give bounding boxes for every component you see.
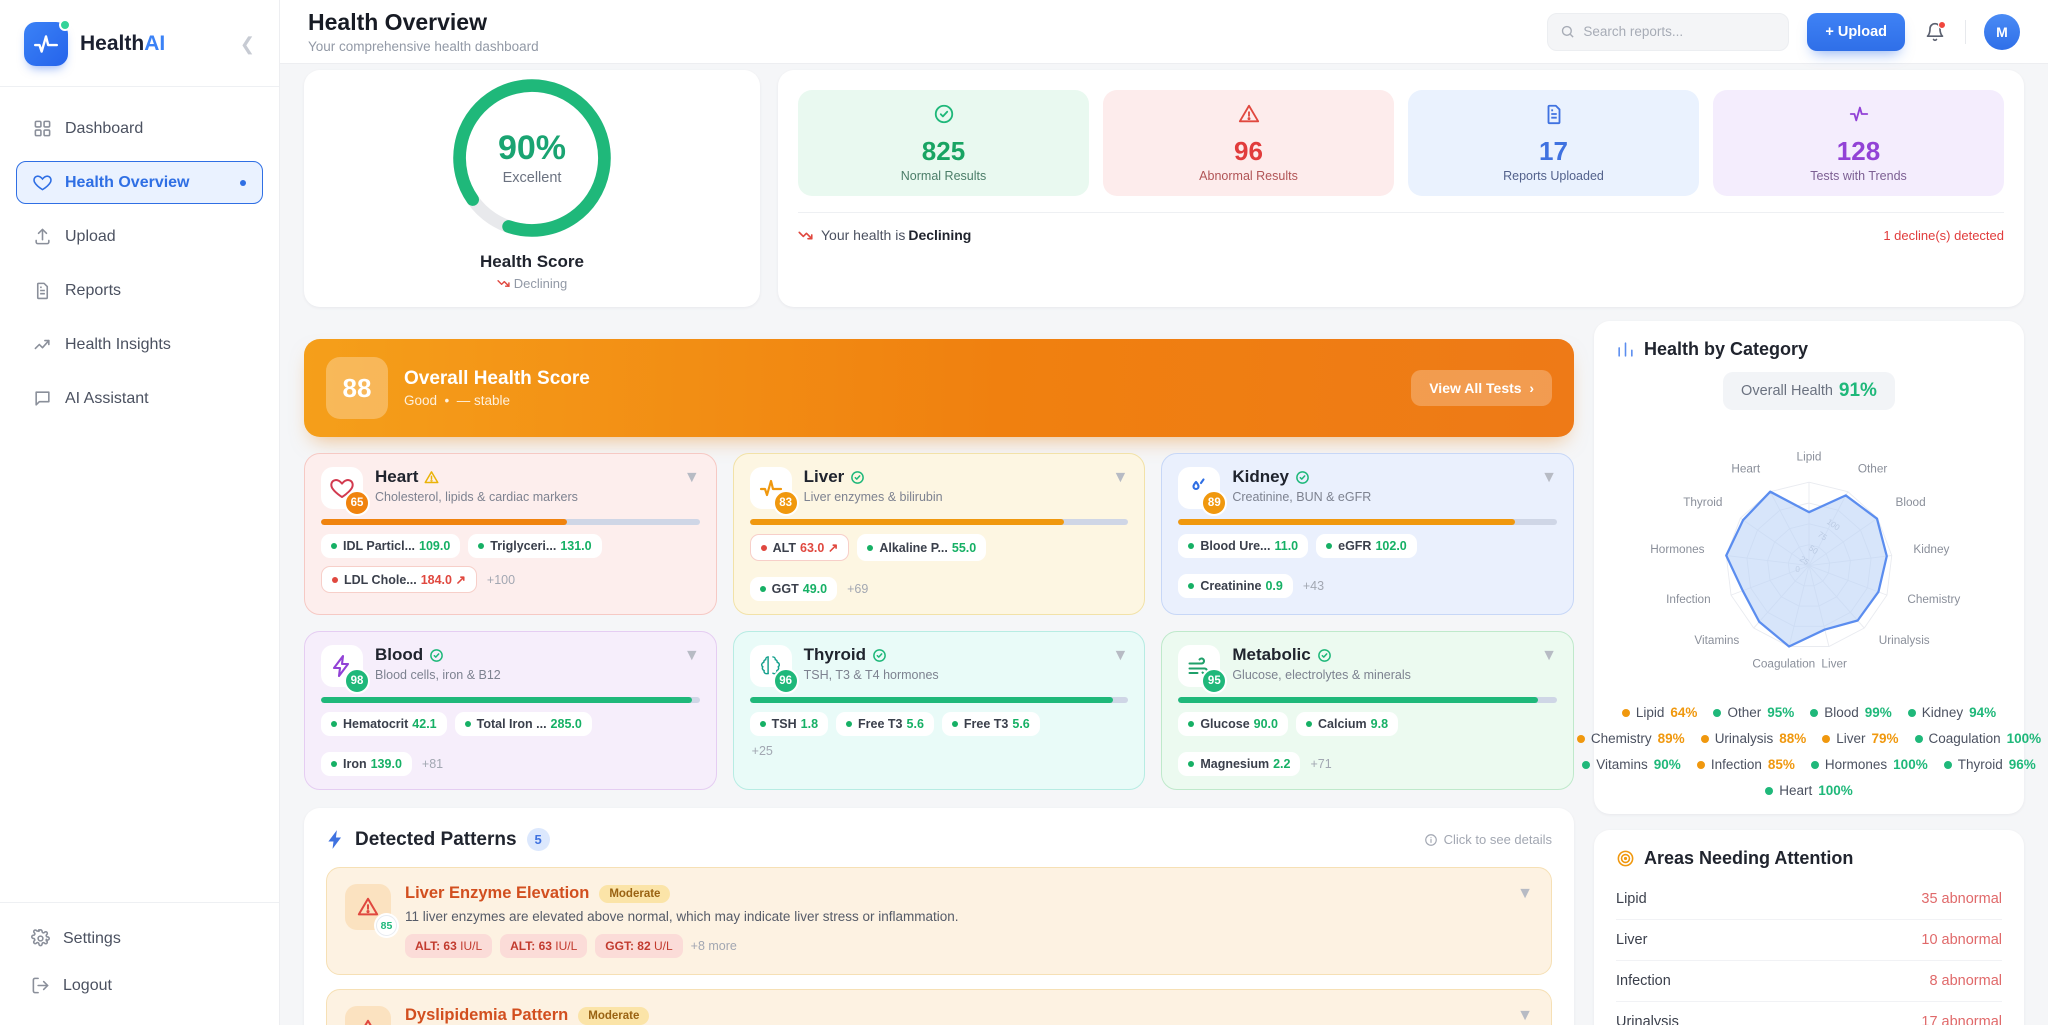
svg-text:Thyroid: Thyroid: [1683, 496, 1722, 509]
svg-text:Liver: Liver: [1821, 658, 1847, 671]
svg-text:Other: Other: [1858, 462, 1888, 475]
svg-text:Hormones: Hormones: [1650, 543, 1704, 556]
svg-text:Blood: Blood: [1896, 496, 1926, 509]
svg-text:Vitamins: Vitamins: [1694, 634, 1739, 647]
svg-text:Heart: Heart: [1731, 462, 1761, 475]
svg-text:Infection: Infection: [1666, 593, 1710, 606]
svg-text:Kidney: Kidney: [1913, 543, 1949, 556]
svg-text:Coagulation: Coagulation: [1752, 658, 1815, 671]
svg-text:Urinalysis: Urinalysis: [1879, 634, 1930, 647]
svg-text:Chemistry: Chemistry: [1907, 593, 1960, 606]
svg-text:Lipid: Lipid: [1797, 450, 1822, 463]
